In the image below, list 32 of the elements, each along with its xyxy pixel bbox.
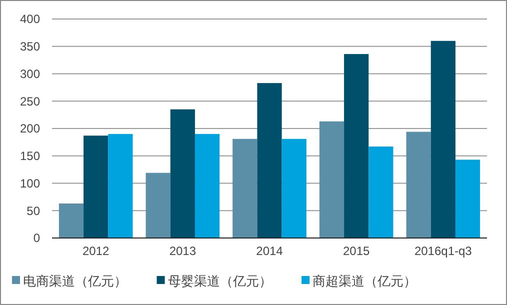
x-tick-label: 2012: [82, 244, 110, 258]
bar: [282, 138, 306, 238]
bar: [430, 40, 456, 238]
bar: [344, 54, 369, 238]
bar: [406, 132, 431, 238]
bar: [232, 138, 258, 238]
legend-label: 商超渠道（亿元）: [312, 274, 417, 289]
legend-label: 电商渠道（亿元）: [23, 274, 127, 289]
y-tick-label: 100: [20, 176, 40, 190]
x-tick-label: 2014: [256, 244, 284, 258]
y-tick-label: 300: [20, 66, 40, 81]
x-tick-label: 2015: [342, 244, 370, 258]
bar: [170, 109, 195, 238]
bar: [368, 146, 394, 238]
bar: [257, 83, 282, 238]
bar: [58, 204, 84, 238]
y-tick-label: 150: [20, 149, 40, 164]
bar: [319, 121, 344, 238]
y-tick-label: 400: [20, 12, 40, 26]
bar: [84, 136, 108, 238]
y-tick-label: 0: [33, 231, 40, 246]
bar: [108, 134, 133, 238]
x-tick-label: 2013: [169, 244, 196, 258]
y-tick-label: 200: [20, 122, 40, 136]
x-tick-label: 2016q1-q3: [414, 244, 472, 258]
y-tick-label: 50: [26, 204, 40, 218]
legend-label: 母婴渠道（亿元）: [168, 274, 272, 289]
y-tick-label: 350: [20, 40, 40, 54]
y-tick-label: 250: [20, 94, 40, 108]
bar: [194, 134, 220, 238]
bar: [146, 172, 170, 238]
bar: [455, 160, 480, 238]
